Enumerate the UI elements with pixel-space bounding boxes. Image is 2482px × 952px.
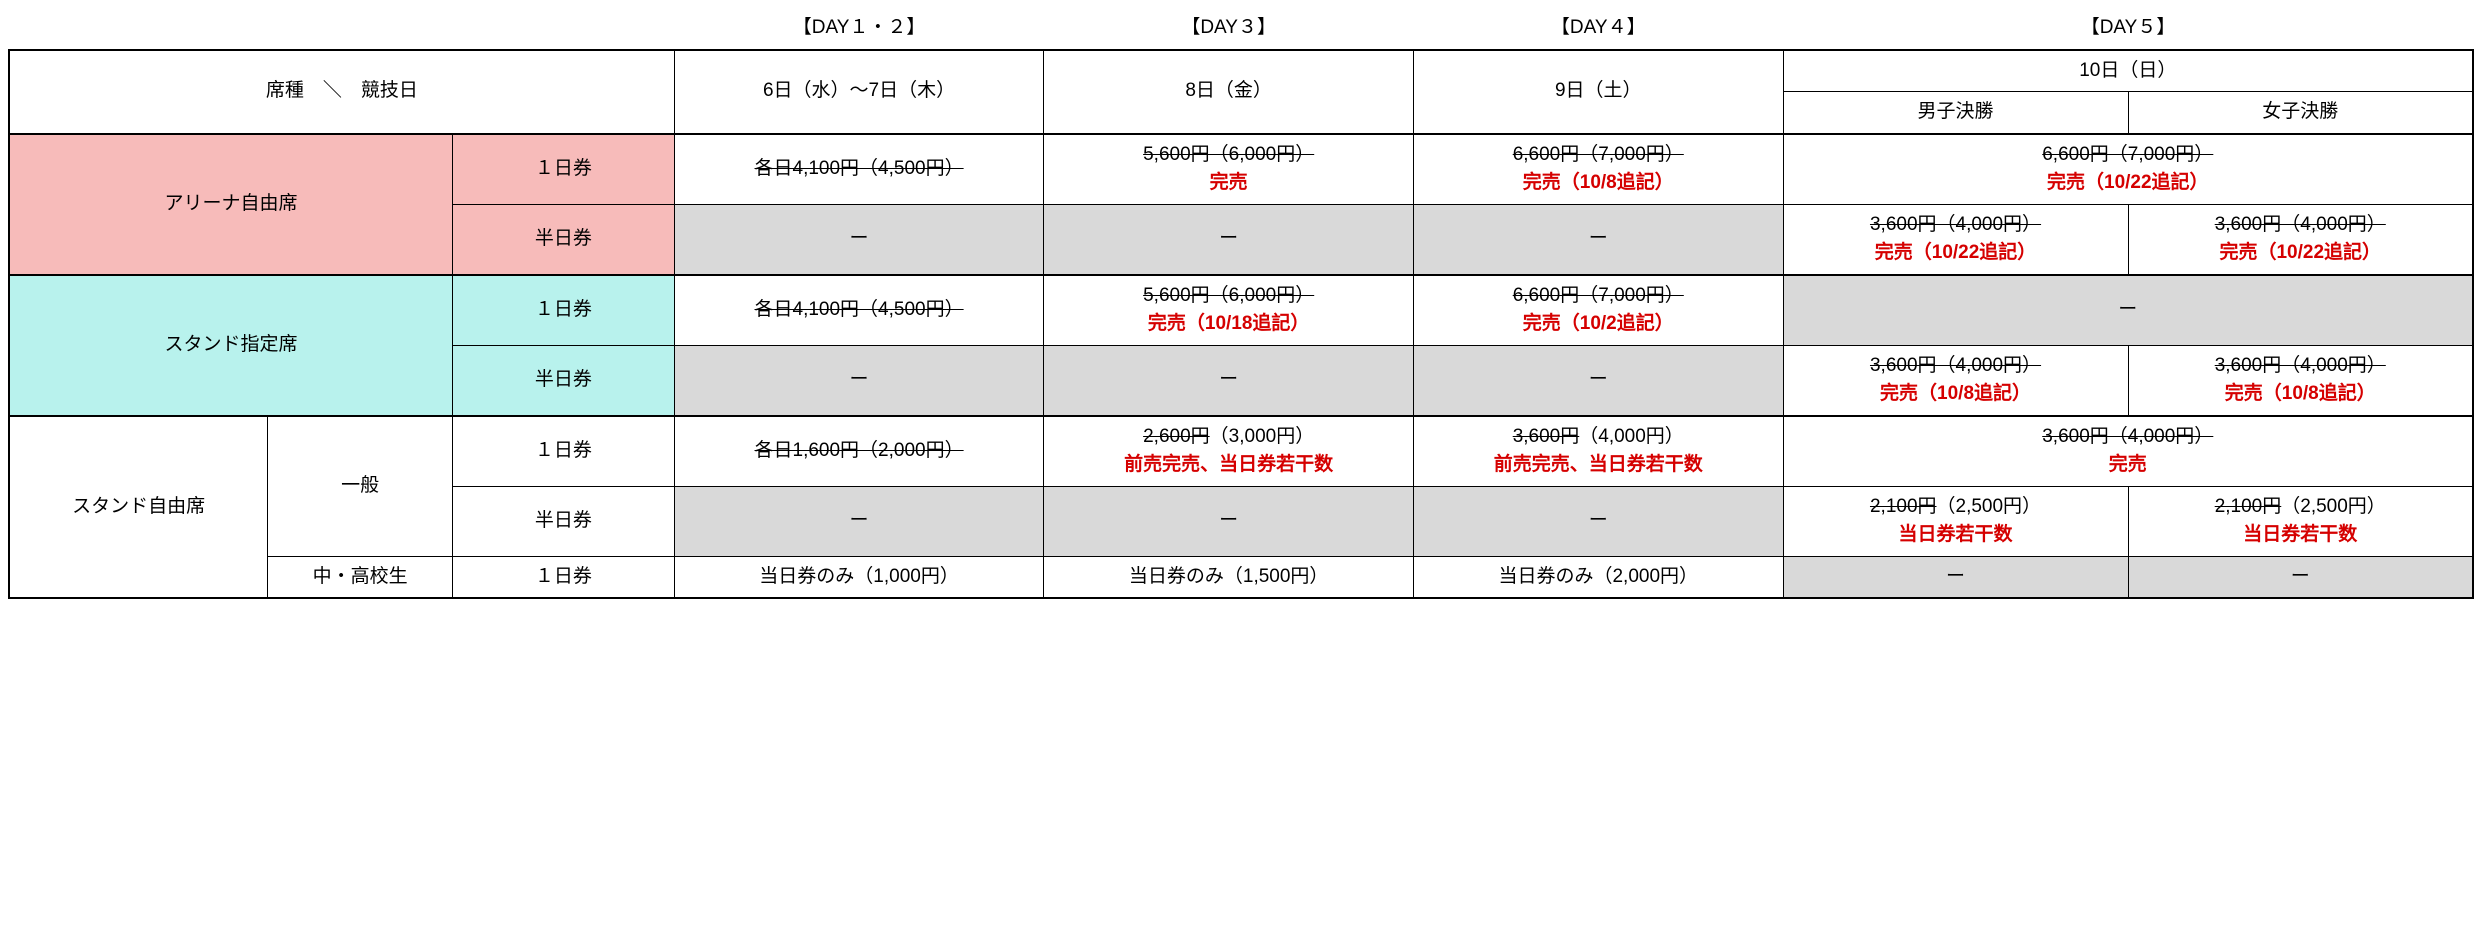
row-standR-1day-label: １日券	[453, 275, 675, 346]
row-arena-1day-label: １日券	[453, 134, 675, 205]
price-text: 2,600円（3,000円）	[1143, 423, 1314, 452]
cell-standF1-day5: 3,600円（4,000円） 完売	[1783, 416, 2473, 487]
status-text: 前売完売、当日券若干数	[1124, 451, 1333, 480]
cell-standFH-day3: ー	[1044, 486, 1414, 556]
row-student-1day-label: １日券	[453, 556, 675, 598]
cell-arenaH-day5w: 3,600円（4,000円） 完売（10/22追記）	[2128, 204, 2473, 275]
cell-arenaH-day5m: 3,600円（4,000円） 完売（10/22追記）	[1783, 204, 2128, 275]
row-arena-half-label: 半日券	[453, 204, 675, 275]
row-standF-label: スタンド自由席	[9, 416, 268, 599]
cell-standRH-day5w: 3,600円（4,000円） 完売（10/8追記）	[2128, 345, 2473, 416]
cell-student-day4: 当日券のみ（2,000円）	[1413, 556, 1783, 598]
header-day5-men: 男子決勝	[1783, 92, 2128, 134]
status-text: 完売（10/22追記）	[2047, 169, 2209, 198]
cell-standF1-day12: 各日1,600円（2,000円）	[674, 416, 1044, 487]
header-seat-day: 席種 ＼ 競技日	[9, 50, 674, 134]
cell-student-day12: 当日券のみ（1,000円）	[674, 556, 1044, 598]
header-date-5: 10日（日）	[1783, 50, 2473, 92]
price-text: 6,600円（7,000円）	[2042, 141, 2213, 170]
day-header-4: 【DAY４】	[1413, 8, 1783, 50]
cell-standRH-day4: ー	[1413, 345, 1783, 416]
price-text: 各日4,100円（4,500円）	[755, 158, 964, 179]
cell-standRH-day12: ー	[674, 345, 1044, 416]
row-standF-student-label: 中・高校生	[268, 556, 453, 598]
cell-standFH-day5w: 2,100円（2,500円） 当日券若干数	[2128, 486, 2473, 556]
cell-arenaH-day4: ー	[1413, 204, 1783, 275]
row-standF-1day-label: １日券	[453, 416, 675, 487]
cell-standFH-day12: ー	[674, 486, 1044, 556]
status-text: 完売	[1210, 169, 1248, 198]
price-text: 3,600円（4,000円）	[1513, 423, 1684, 452]
cell-arenaH-day12: ー	[674, 204, 1044, 275]
row-standR-half-label: 半日券	[453, 345, 675, 416]
cell-student-day5w: ー	[2128, 556, 2473, 598]
price-text: 2,100円（2,500円）	[1870, 493, 2041, 522]
status-text: 完売	[2109, 451, 2147, 480]
day-header-5: 【DAY５】	[1783, 8, 2473, 50]
price-text: 6,600円（7,000円）	[1513, 141, 1684, 170]
price-text: 各日4,100円（4,500円）	[755, 299, 964, 320]
status-text: 完売（10/8追記）	[1880, 380, 2031, 409]
status-text: 完売（10/22追記）	[2219, 239, 2381, 268]
header-day5-women: 女子決勝	[2128, 92, 2473, 134]
cell-student-day3: 当日券のみ（1,500円）	[1044, 556, 1414, 598]
status-text: 完売（10/2追記）	[1523, 310, 1674, 339]
cell-standFH-day4: ー	[1413, 486, 1783, 556]
price-text: 3,600円（4,000円）	[2042, 423, 2213, 452]
price-text: 3,600円（4,000円）	[2215, 211, 2386, 240]
status-text: 当日券若干数	[1899, 521, 2013, 550]
cell-standR1-day12: 各日4,100円（4,500円）	[674, 275, 1044, 346]
status-text: 当日券若干数	[2243, 521, 2357, 550]
cell-standR1-day3: 5,600円（6,000円） 完売（10/18追記）	[1044, 275, 1414, 346]
row-standF-half-label: 半日券	[453, 486, 675, 556]
price-text: 6,600円（7,000円）	[1513, 282, 1684, 311]
cell-arena1-day3: 5,600円（6,000円） 完売	[1044, 134, 1414, 205]
cell-standF1-day3: 2,600円（3,000円） 前売完売、当日券若干数	[1044, 416, 1414, 487]
price-text: 3,600円（4,000円）	[1870, 211, 2041, 240]
status-text: 前売完売、当日券若干数	[1494, 451, 1703, 480]
price-text: 2,100円（2,500円）	[2215, 493, 2386, 522]
cell-standR1-day5: ー	[1783, 275, 2473, 346]
price-text: 3,600円（4,000円）	[1870, 352, 2041, 381]
cell-arena1-day5: 6,600円（7,000円） 完売（10/22追記）	[1783, 134, 2473, 205]
cell-arenaH-day3: ー	[1044, 204, 1414, 275]
status-text: 完売（10/22追記）	[1875, 239, 2037, 268]
header-date-3: 8日（金）	[1044, 50, 1414, 134]
row-arena-label: アリーナ自由席	[9, 134, 453, 275]
header-date-12: 6日（水）～7日（木）	[674, 50, 1044, 134]
cell-arena1-day12: 各日4,100円（4,500円）	[674, 134, 1044, 205]
price-text: 各日1,600円（2,000円）	[755, 440, 964, 461]
price-text: 3,600円（4,000円）	[2215, 352, 2386, 381]
price-text: 5,600円（6,000円）	[1143, 282, 1314, 311]
cell-standF1-day4: 3,600円（4,000円） 前売完売、当日券若干数	[1413, 416, 1783, 487]
status-text: 完売（10/8追記）	[1523, 169, 1674, 198]
cell-arena1-day4: 6,600円（7,000円） 完売（10/8追記）	[1413, 134, 1783, 205]
row-standF-general-label: 一般	[268, 416, 453, 557]
cell-student-day5m: ー	[1783, 556, 2128, 598]
status-text: 完売（10/8追記）	[2225, 380, 2376, 409]
cell-standRH-day3: ー	[1044, 345, 1414, 416]
header-date-4: 9日（土）	[1413, 50, 1783, 134]
cell-standFH-day5m: 2,100円（2,500円） 当日券若干数	[1783, 486, 2128, 556]
day-header-3: 【DAY３】	[1044, 8, 1414, 50]
price-text: 5,600円（6,000円）	[1143, 141, 1314, 170]
day-header-12: 【DAY１・２】	[674, 8, 1044, 50]
blank-top	[9, 8, 674, 50]
row-standR-label: スタンド指定席	[9, 275, 453, 416]
status-text: 完売（10/18追記）	[1148, 310, 1310, 339]
cell-standR1-day4: 6,600円（7,000円） 完売（10/2追記）	[1413, 275, 1783, 346]
cell-standRH-day5m: 3,600円（4,000円） 完売（10/8追記）	[1783, 345, 2128, 416]
ticket-price-table: 【DAY１・２】 【DAY３】 【DAY４】 【DAY５】 席種 ＼ 競技日 6…	[8, 8, 2474, 599]
